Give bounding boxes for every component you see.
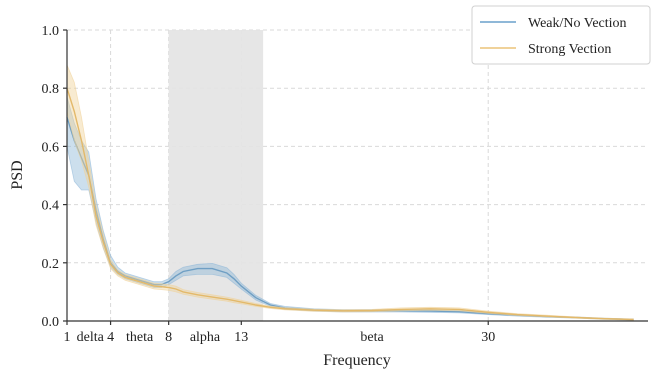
series-layer — [66, 64, 634, 321]
x-tick-label: 4 — [107, 330, 114, 345]
band-label-alpha: alpha — [190, 330, 221, 345]
y-tick-label: 0.0 — [42, 315, 60, 330]
highlight-band — [168, 30, 264, 321]
legend-label-weak: Weak/No Vection — [528, 16, 627, 31]
band-labels: delta theta alpha beta — [77, 330, 385, 345]
x-tick-label: 30 — [481, 330, 495, 345]
y-tick-label: 0.8 — [42, 82, 60, 97]
tick-labels: 0.0 0.2 0.4 0.6 0.8 1.0 1 4 8 13 30 — [42, 24, 496, 345]
y-tick-label: 0.2 — [42, 257, 60, 272]
legend-label-strong: Strong Vection — [528, 42, 611, 57]
x-tick-label: 1 — [64, 330, 71, 345]
band-label-theta: theta — [126, 330, 154, 345]
y-tick-label: 0.6 — [42, 140, 60, 155]
x-tick-label: 8 — [165, 330, 172, 345]
series-line-strong-vection — [66, 87, 634, 321]
x-axis-label: Frequency — [323, 352, 391, 369]
ci-band-strong-vection — [66, 64, 634, 321]
x-tick-label: 13 — [234, 330, 248, 345]
axes — [66, 30, 648, 322]
grid — [66, 29, 648, 321]
alpha-band — [168, 30, 264, 321]
series-line-weak-no-vection — [66, 117, 634, 321]
y-axis-label: PSD — [9, 160, 26, 189]
legend: Weak/No Vection Strong Vection — [471, 5, 651, 65]
y-tick-label: 0.4 — [42, 199, 60, 214]
band-label-delta: delta — [77, 330, 105, 345]
legend-box — [471, 5, 651, 65]
band-label-beta: beta — [360, 330, 384, 345]
y-tick-label: 1.0 — [42, 24, 60, 39]
